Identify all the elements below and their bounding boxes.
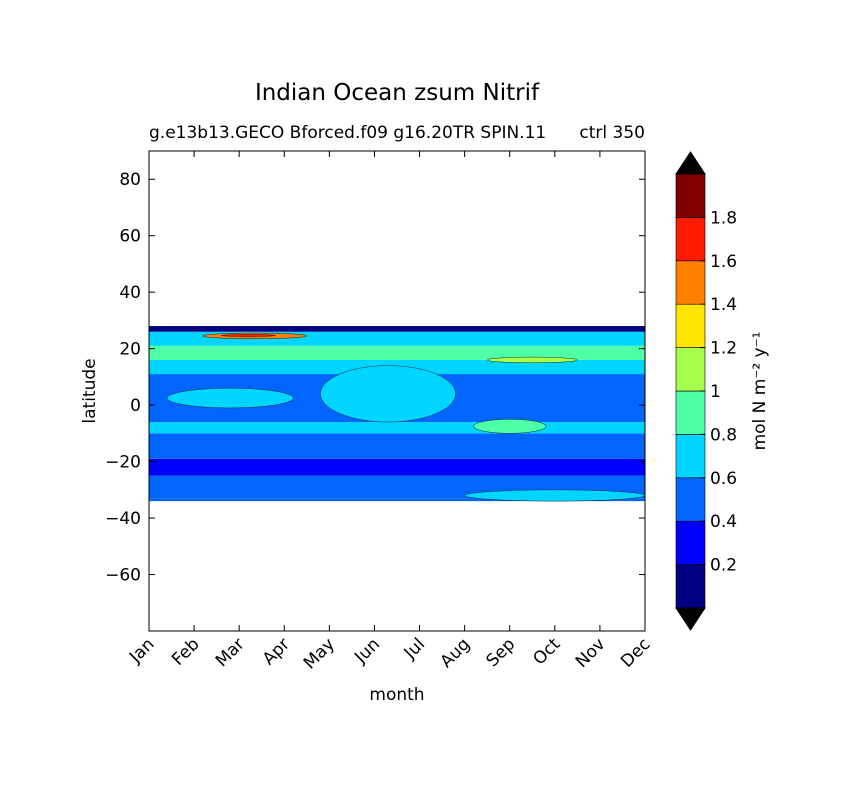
x-tick-label: Aug [437, 634, 475, 672]
colorbar-tick-label: 0.4 [710, 512, 737, 532]
colorbar-tick-label: 0.2 [710, 556, 737, 576]
x-tick-label: Oct [529, 634, 564, 669]
colorbar-tick-label: 0.6 [710, 469, 737, 489]
colorbar-segment [675, 347, 706, 392]
x-tick-label: Nov [572, 634, 610, 672]
x-tick-label: Jun [350, 634, 384, 668]
colorbar-tick-label: 1.4 [710, 295, 737, 315]
colorbar-segment [675, 217, 706, 262]
y-tick-label: 0 [130, 396, 141, 416]
chart-subtitle-left: g.e13b13.GECO Bforced.f09 g16.20TR SPIN.… [149, 123, 546, 143]
y-tick-label: 20 [119, 340, 141, 360]
y-axis-label: latitude [80, 358, 100, 423]
contour-feature-central-indian-bulge [320, 365, 456, 423]
x-tick-label: May [300, 634, 339, 673]
colorbar-tick-label: 1.8 [710, 208, 737, 228]
contour-band-south-edge [149, 498, 645, 502]
y-tick-label: −20 [105, 453, 141, 473]
colorbar-segment [675, 477, 706, 522]
contour-feature-northern-patch [486, 356, 578, 363]
plot-area [149, 326, 645, 502]
colorbar-extend-max [675, 151, 706, 175]
contour-feature-equatorial-patch [166, 387, 294, 409]
colorbar-tick-label: 1 [710, 382, 721, 402]
colorbar-extend-min [675, 607, 706, 631]
y-tick-label: 40 [119, 283, 141, 303]
x-tick-label: Mar [212, 634, 249, 671]
colorbar: 0.2 0.4 0.6 0.8 1 1.2 1.4 1.6 1.8 [675, 151, 737, 631]
colorbar-segment [675, 260, 706, 305]
x-tick-label: Feb [168, 634, 203, 669]
contour-band-southern-low [149, 458, 645, 476]
x-tick-label: Jul [400, 634, 429, 663]
chart-title: Indian Ocean zsum Nitrif [255, 80, 540, 106]
colorbar-label: mol N m⁻² y⁻¹ [750, 332, 770, 451]
y-tick-label: −60 [105, 566, 141, 586]
chart-subtitle-right: ctrl 350 [579, 123, 645, 143]
colorbar-segment [675, 520, 706, 565]
colorbar-segment [675, 434, 706, 479]
y-tick-label: 60 [119, 227, 141, 247]
colorbar-tick-label: 1.2 [710, 339, 737, 359]
contour-feature-late-year-southern-rise [464, 489, 645, 502]
contour-feature-southern-tropical-patch [473, 419, 546, 434]
y-tick-label: 80 [119, 170, 141, 190]
x-tick-label: Sep [482, 634, 519, 671]
plot-frame [148, 150, 646, 632]
contour-band-cap [149, 326, 645, 332]
contour-feature-spring-peak [220, 334, 276, 337]
y-axis: 80 60 40 20 0 −20 −40 −60 [105, 170, 645, 586]
x-axis-label: month [369, 685, 424, 705]
colorbar-segment [675, 173, 706, 218]
colorbar-segment [675, 390, 706, 435]
contour-band-south-mid [149, 433, 645, 459]
colorbar-tick-label: 1.6 [710, 252, 737, 272]
colorbar-tick-label: 0.8 [710, 425, 737, 445]
y-tick-label: −40 [105, 509, 141, 529]
x-tick-label: Jan [125, 634, 158, 667]
x-tick-label: Apr [259, 634, 294, 669]
contour-band-arabian-sea [149, 345, 645, 360]
colorbar-segment [675, 303, 706, 348]
colorbar-segment [675, 564, 706, 609]
x-tick-label: Dec [617, 634, 654, 671]
contour-band-tropics-south [149, 422, 645, 434]
